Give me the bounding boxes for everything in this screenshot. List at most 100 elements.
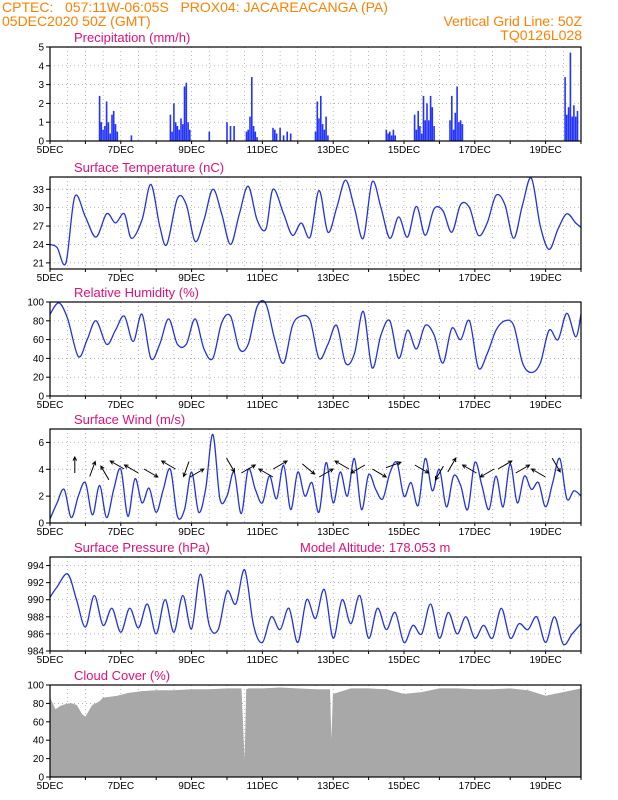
precip-bar (458, 122, 460, 141)
precip-bar (576, 110, 579, 141)
wind-arrow-head (461, 464, 467, 469)
wind-arrow (189, 468, 205, 478)
wind-arrow (183, 461, 190, 477)
wind-arrow (318, 468, 334, 478)
wind-arrow-head (556, 467, 561, 473)
cloud-xtick-label: 13DEC (317, 781, 349, 792)
wind-arrow (226, 457, 235, 473)
wind-arrow (241, 464, 256, 474)
header-vertical-grid-note: Vertical Grid Line: 50Z (443, 13, 582, 29)
cloud-xtick-label: 5DEC (37, 781, 64, 792)
precip-xtick-label: 7DEC (107, 145, 134, 156)
wind-arrow (434, 465, 444, 481)
precip-bar (289, 133, 292, 141)
rh-ytick-label: 100 (27, 298, 44, 309)
cloud-area (49, 687, 582, 778)
pressure-xtick-label: 7DEC (107, 655, 134, 666)
precip-bar (254, 131, 257, 141)
precip-bar (387, 133, 389, 141)
wind-title: Surface Wind (m/s) (74, 412, 185, 427)
precip-bar (426, 103, 428, 141)
wind-arrow-head (382, 473, 388, 478)
wind-arrow (124, 464, 139, 474)
pressure-ytick-label: 986 (27, 629, 44, 640)
cloud-title: Cloud Cover (%) (74, 668, 170, 683)
rh-ytick-label: 60 (33, 335, 45, 346)
wind-xtick-label: 19DEC (529, 527, 561, 538)
wind-arrow-head (530, 468, 536, 473)
wind-arrow-head (109, 460, 115, 465)
pressure-ytick-label: 984 (27, 647, 44, 658)
precip-bar (417, 110, 419, 141)
precip-bar (208, 131, 211, 141)
pressure-annotation: Model Altitude: 178.053 m (300, 540, 450, 555)
precip-bar (569, 52, 572, 141)
wind-arrow-head (153, 473, 159, 478)
rh-xtick-label: 15DEC (388, 400, 420, 411)
precip-bar (314, 131, 317, 141)
precip-bar (282, 135, 285, 141)
precip-bar (461, 124, 464, 141)
pressure-xtick-label: 11DEC (247, 655, 279, 666)
pressure-series-line (49, 569, 582, 646)
cloud-ytick-label: 80 (33, 699, 45, 710)
wind-arrow (110, 460, 125, 470)
cloud-ytick-label: 0 (38, 773, 44, 784)
precip-bar (171, 131, 173, 141)
precip-ytick-label: 1 (38, 118, 44, 129)
rh-xtick-label: 13DEC (317, 400, 349, 411)
precip-bar (456, 86, 458, 141)
wind-ytick-label: 4 (38, 465, 44, 476)
wind-arrow-head (350, 469, 356, 474)
precip-bar (316, 101, 319, 141)
precip-bar (185, 82, 188, 141)
wind-arrow (414, 464, 429, 474)
cloud-xtick-label: 7DEC (107, 781, 134, 792)
cloud-ytick-label: 20 (33, 754, 45, 765)
wind-arrow-head (282, 460, 288, 465)
pressure-xtick-label: 9DEC (178, 655, 205, 666)
precip-bar (178, 129, 180, 141)
temp-xtick-label: 15DEC (388, 273, 420, 284)
temp-xtick-label: 7DEC (107, 273, 134, 284)
precip-bar (109, 133, 111, 141)
temp-xtick-label: 9DEC (178, 273, 205, 284)
rh-series-line (49, 299, 582, 374)
precip-bar (226, 122, 228, 141)
precip-bar (183, 86, 186, 141)
wind-arrow (272, 460, 288, 470)
precip-bar (452, 129, 455, 141)
precip-bar (567, 107, 570, 141)
precip-bar (251, 77, 253, 141)
wind-arrow (551, 457, 561, 473)
pressure-ytick-label: 988 (27, 612, 44, 623)
rh-ytick-label: 0 (38, 392, 44, 403)
precip-bar (174, 122, 177, 141)
wind-arrow (301, 463, 315, 475)
precip-bar (173, 103, 175, 141)
wind-arrow (480, 468, 495, 478)
wind-arrow (385, 461, 402, 469)
precip-ytick-label: 3 (38, 80, 44, 91)
cloud-xtick-label: 19DEC (529, 781, 561, 792)
cloud-xtick-label: 17DEC (459, 781, 491, 792)
precip-bar (275, 133, 278, 141)
precip-bar (130, 135, 133, 141)
precip-bar (420, 133, 423, 141)
cloud-frame (49, 684, 582, 778)
pressure-title: Surface Pressure (hPa) (74, 540, 210, 555)
precip-bar (433, 126, 435, 141)
wind-arrow-head (310, 470, 316, 475)
wind-arrow-head (424, 469, 430, 474)
precip-bar (249, 116, 251, 141)
precip-bar (454, 112, 457, 141)
precip-bar (245, 131, 248, 141)
precip-bar (247, 129, 249, 141)
wind-arrow (143, 468, 159, 478)
precip-bar (571, 116, 573, 141)
precip-bar (392, 129, 395, 141)
precip-xtick-label: 9DEC (178, 145, 205, 156)
temp-xtick-label: 17DEC (459, 273, 491, 284)
header-station-line: CPTEC: 057:11W-06:05S PROX04: JACAREACAN… (2, 0, 388, 15)
